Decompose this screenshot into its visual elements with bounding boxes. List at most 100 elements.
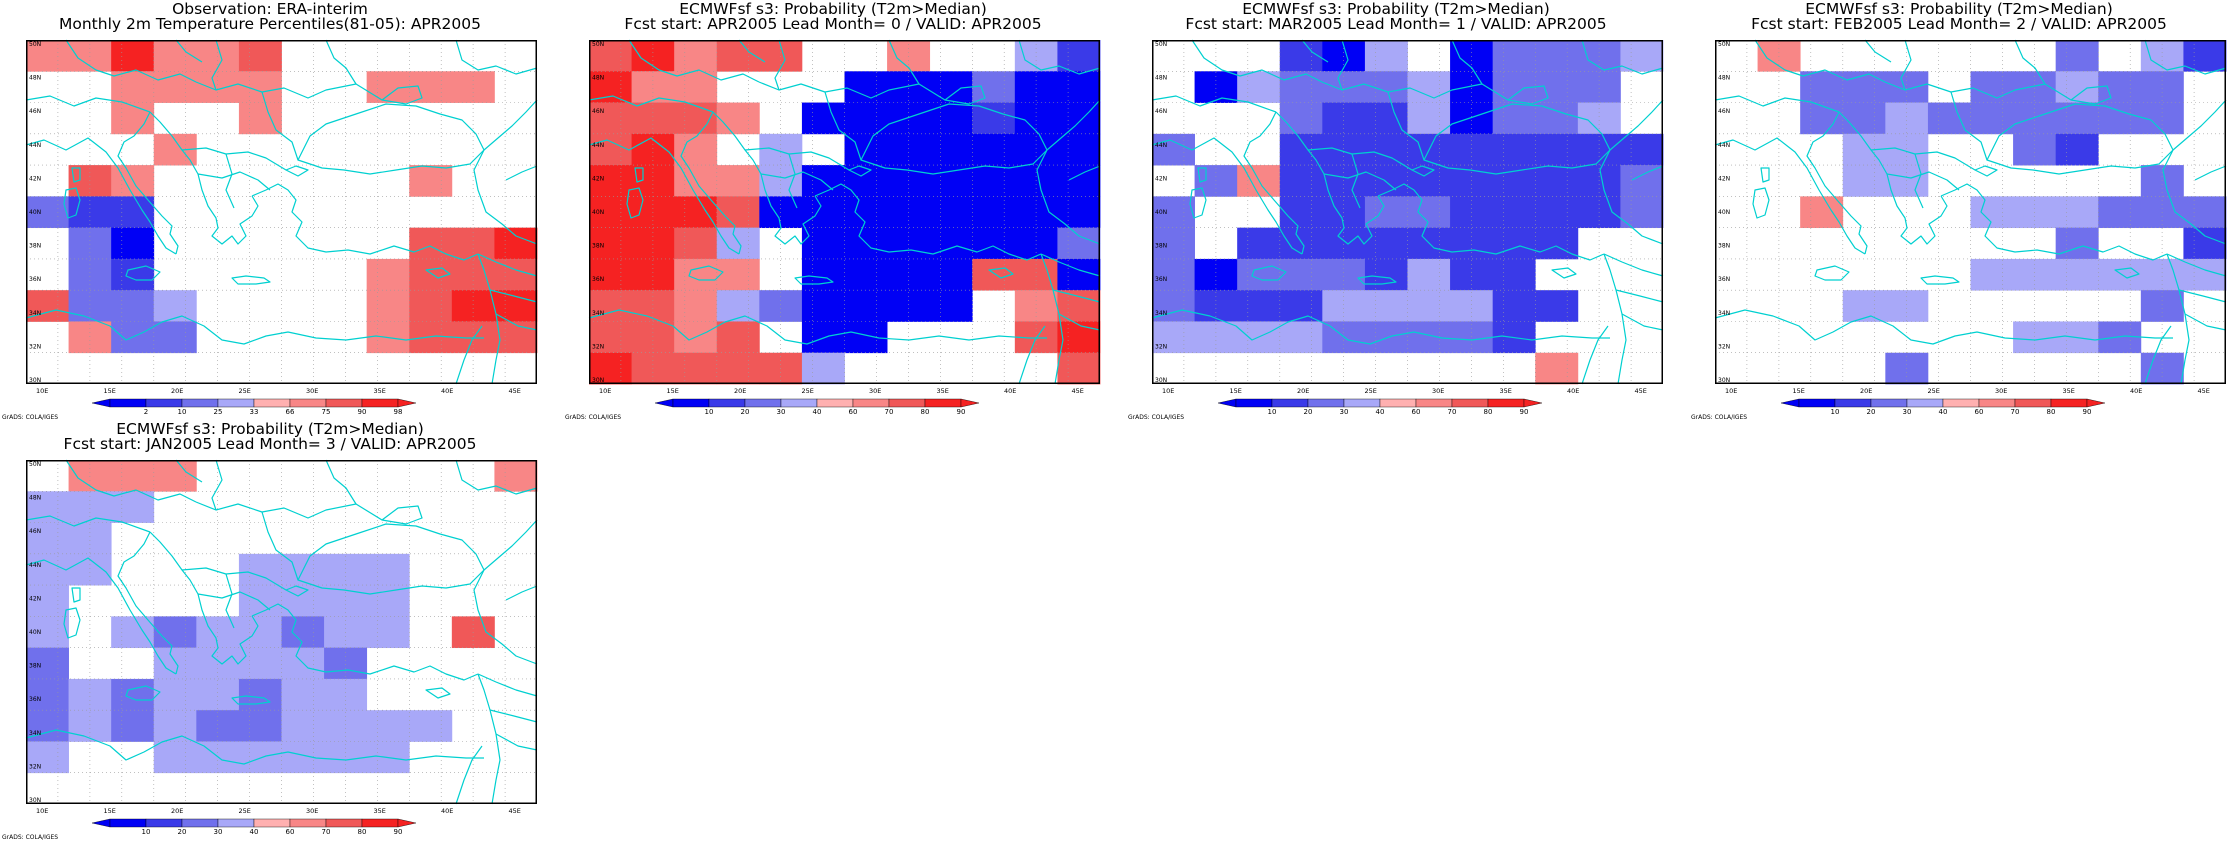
colorbar-segment	[181, 398, 219, 408]
colorbar-segment	[924, 398, 962, 408]
lon-label: 15E	[1793, 387, 1805, 395]
lon-label: 20E	[1860, 387, 1872, 395]
probability-cell	[1279, 290, 1323, 322]
lon-label: 15E	[1230, 387, 1242, 395]
probability-cell	[1152, 133, 1195, 166]
probability-cell	[153, 71, 197, 103]
probability-cell	[1842, 290, 1886, 322]
colorbar-tick-label: 90	[2082, 408, 2092, 416]
probability-cell	[153, 290, 197, 322]
probability-cell	[716, 290, 760, 322]
probability-cell	[1535, 352, 1579, 385]
probability-cell	[589, 227, 632, 260]
colorbar-segment	[1978, 398, 2016, 408]
probability-cell	[409, 710, 453, 742]
colorbar-tick-label: 20	[177, 828, 187, 836]
lon-label: 40E	[441, 387, 453, 395]
probability-cell	[26, 40, 69, 72]
colorbar-tick-label: 98	[393, 408, 403, 416]
probability-cell	[1535, 71, 1579, 103]
lat-label: 50N	[1718, 41, 1730, 48]
colorbar-segment	[744, 398, 782, 408]
colorbar-tick-label: 70	[321, 828, 331, 836]
probability-cell	[1492, 165, 1536, 197]
probability-cell	[409, 290, 453, 322]
colorbar-segment	[1487, 398, 1525, 408]
probability-cell	[589, 196, 632, 229]
probability-cell	[1620, 165, 1664, 197]
panel-title-line2: Monthly 2m Temperature Percentiles(81-05…	[59, 15, 481, 33]
probability-cell	[887, 290, 931, 322]
probability-cell	[2013, 321, 2057, 354]
lat-label: 36N	[1718, 276, 1730, 283]
probability-cell	[844, 71, 888, 103]
probability-cell	[716, 102, 760, 135]
colorbar-tick-label: 10	[1830, 408, 1840, 416]
probability-cell	[801, 352, 845, 385]
panel-title-line2: Fcst start: APR2005 Lead Month= 0 / VALI…	[624, 15, 1042, 33]
panel-title-line1: ECMWFsf s3: Probability (T2m>Median)	[1805, 0, 2113, 18]
colorbar-tick-label: 40	[249, 828, 259, 836]
probability-cell	[674, 258, 718, 291]
probability-cell	[68, 678, 112, 711]
probability-cell	[1800, 71, 1844, 103]
probability-cell	[366, 710, 410, 742]
probability-cell	[929, 196, 973, 229]
probability-cell	[153, 647, 197, 680]
probability-cell	[1450, 102, 1494, 135]
colorbar-tick-label: 90	[393, 828, 403, 836]
lat-label: 46N	[1155, 108, 1167, 115]
colorbar-tick-label: 40	[1375, 408, 1385, 416]
probability-cell	[111, 616, 155, 649]
probability-cell	[801, 290, 845, 322]
lat-label: 38N	[29, 663, 41, 670]
probability-cell	[1057, 196, 1101, 229]
lon-label: 30E	[306, 387, 318, 395]
lat-label: 48N	[29, 75, 41, 82]
lat-label: 36N	[592, 276, 604, 283]
lat-label: 30N	[29, 377, 41, 384]
colorbar-tick-label: 90	[357, 408, 367, 416]
probability-cell	[2055, 40, 2099, 72]
probability-cell	[1407, 321, 1451, 354]
lon-label: 20E	[1297, 387, 1309, 395]
probability-cell	[929, 165, 973, 197]
probability-cell	[1322, 290, 1366, 322]
probability-cell	[1194, 258, 1238, 291]
panel-title-line1: ECMWFsf s3: Probability (T2m>Median)	[679, 0, 987, 18]
colorbar-segment	[2014, 398, 2052, 408]
probability-cell	[111, 678, 155, 711]
probability-cell	[238, 741, 282, 774]
probability-cell	[111, 40, 155, 72]
probability-cell	[26, 616, 69, 649]
lon-label: 40E	[2130, 387, 2142, 395]
panel-title-line1: Observation: ERA-interim	[172, 0, 368, 18]
probability-cell	[1535, 290, 1579, 322]
probability-cell	[1152, 196, 1195, 229]
probability-cell	[1152, 227, 1195, 260]
map-frame	[26, 40, 537, 384]
probability-cell	[1800, 196, 1844, 229]
probability-cell	[1364, 40, 1408, 72]
colorbar-segment	[181, 818, 219, 828]
probability-cell	[494, 227, 538, 260]
probability-cell	[674, 40, 718, 72]
probability-cell	[972, 258, 1016, 291]
map-plot: 30N 32N 34N 36N 38N 40N 42N 44N 46N 48N 50N 10E 15E 2…	[25, 459, 538, 815]
colorbar-tick-label: 10	[1267, 408, 1277, 416]
lat-label: 44N	[29, 562, 41, 569]
colorbar-segment	[888, 398, 926, 408]
probability-cell	[1364, 102, 1408, 135]
map-panel-lead-1: ECMWFsf s3: Probability (T2m>Median) Fcs…	[1126, 0, 1666, 421]
probability-cell	[111, 290, 155, 322]
probability-cell	[1237, 290, 1281, 322]
lat-label: 44N	[1155, 142, 1167, 149]
lon-label: 15E	[104, 807, 116, 815]
lat-label: 34N	[1718, 310, 1730, 317]
colorbar-arrow-left	[655, 398, 674, 408]
map-panel-lead-2: ECMWFsf s3: Probability (T2m>Median) Fcs…	[1689, 0, 2229, 421]
lon-label: 10E	[599, 387, 611, 395]
colorbar-tick-label: 33	[249, 408, 259, 416]
probability-cell	[153, 741, 197, 774]
probability-cell	[2055, 196, 2099, 229]
